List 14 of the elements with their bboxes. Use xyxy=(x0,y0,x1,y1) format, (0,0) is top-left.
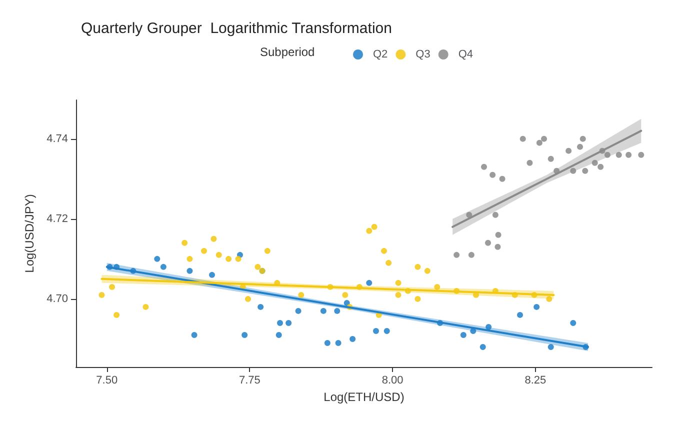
x-tick-label: 8.00 xyxy=(382,374,404,386)
legend-title: Subperiod xyxy=(260,45,315,59)
y-tick-label: 4.70 xyxy=(46,292,68,305)
x-tick-label: 8.25 xyxy=(524,374,546,386)
chart-title: Quarterly Grouper Logarithmic Transformation xyxy=(81,20,392,37)
y-tick-label: 4.74 xyxy=(46,132,68,145)
y-tick-label: 4.72 xyxy=(46,212,68,225)
y-axis-title: Log(USD/JPY) xyxy=(22,194,37,273)
x-axis-title: Log(ETH/USD) xyxy=(324,390,404,404)
legend-label: Q2 xyxy=(373,48,388,60)
x-tick-label: 7.50 xyxy=(96,374,118,386)
x-tick-label: 7.75 xyxy=(239,374,260,386)
legend-label: Q4 xyxy=(458,48,474,60)
legend-label: Q3 xyxy=(416,48,430,60)
